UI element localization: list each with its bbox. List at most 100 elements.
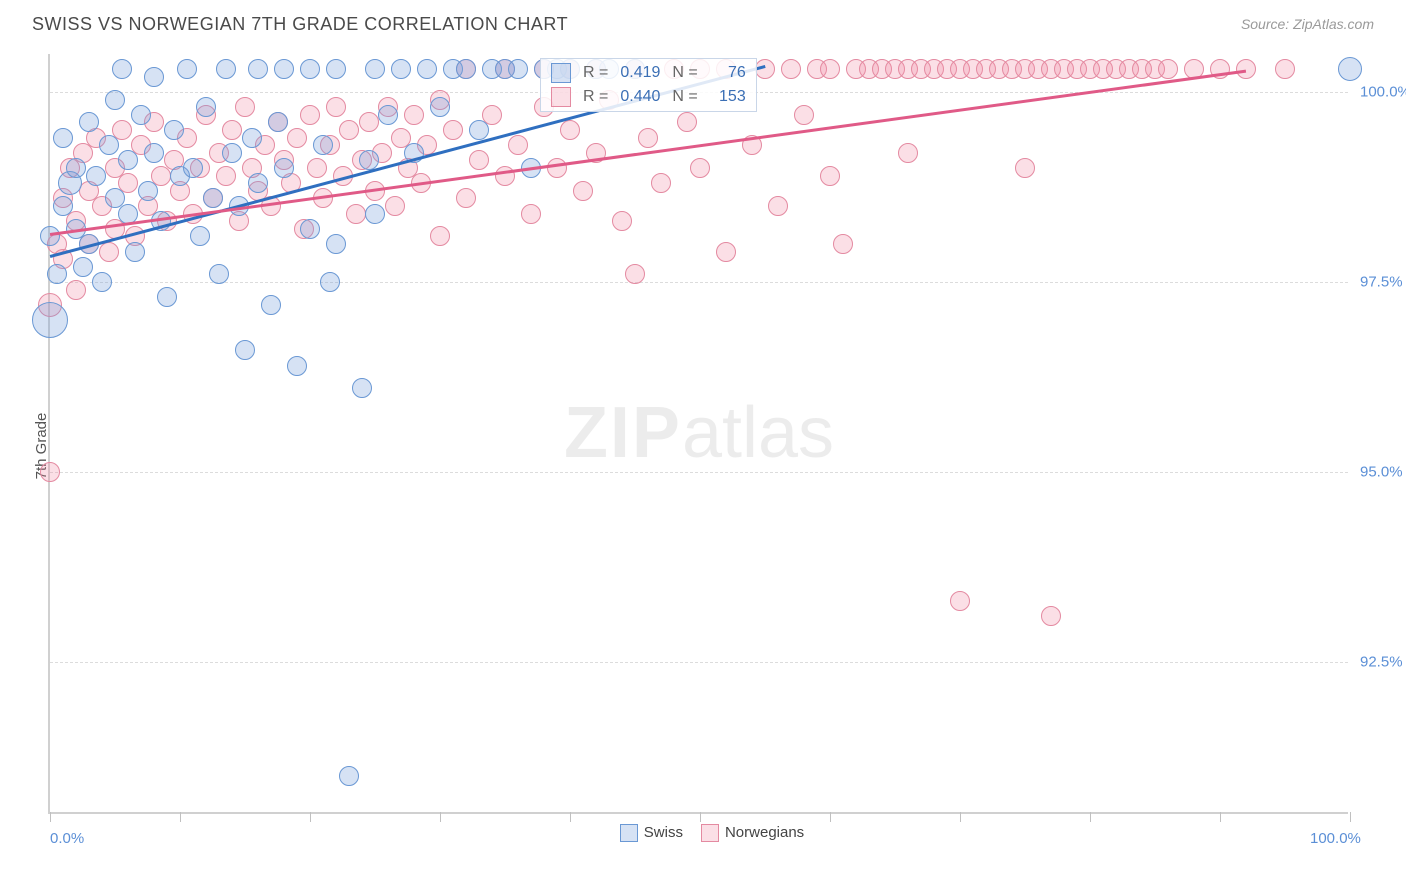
data-point-norwegians — [1275, 59, 1295, 79]
bottom-legend: Swiss Norwegians — [0, 824, 1406, 842]
data-point-swiss — [456, 59, 476, 79]
data-point-norwegians — [690, 158, 710, 178]
data-point-norwegians — [950, 591, 970, 611]
data-point-norwegians — [560, 120, 580, 140]
data-point-norwegians — [339, 120, 359, 140]
data-point-swiss — [131, 105, 151, 125]
data-point-swiss — [177, 59, 197, 79]
data-point-swiss — [365, 59, 385, 79]
data-point-swiss — [469, 120, 489, 140]
data-point-swiss — [138, 181, 158, 201]
data-point-norwegians — [781, 59, 801, 79]
data-point-norwegians — [216, 166, 236, 186]
data-point-swiss — [79, 112, 99, 132]
data-point-swiss — [268, 112, 288, 132]
data-point-norwegians — [1041, 606, 1061, 626]
data-point-swiss — [365, 204, 385, 224]
data-point-norwegians — [820, 59, 840, 79]
data-point-swiss — [53, 128, 73, 148]
data-point-swiss — [300, 219, 320, 239]
x-tick — [310, 812, 311, 822]
data-point-norwegians — [651, 173, 671, 193]
data-point-swiss — [242, 128, 262, 148]
data-point-norwegians — [638, 128, 658, 148]
data-point-swiss — [378, 105, 398, 125]
data-point-norwegians — [1158, 59, 1178, 79]
data-point-swiss — [313, 135, 333, 155]
data-point-swiss — [222, 143, 242, 163]
x-tick — [700, 812, 701, 822]
data-point-norwegians — [307, 158, 327, 178]
data-point-swiss — [391, 59, 411, 79]
data-point-swiss — [40, 226, 60, 246]
data-point-norwegians — [820, 166, 840, 186]
data-point-norwegians — [833, 234, 853, 254]
data-point-norwegians — [40, 462, 60, 482]
data-point-swiss — [300, 59, 320, 79]
data-point-norwegians — [508, 135, 528, 155]
data-point-norwegians — [1015, 158, 1035, 178]
data-point-norwegians — [385, 196, 405, 216]
x-tick — [50, 812, 51, 822]
data-point-swiss — [99, 135, 119, 155]
data-point-swiss — [261, 295, 281, 315]
data-point-swiss — [105, 90, 125, 110]
data-point-norwegians — [495, 166, 515, 186]
data-point-norwegians — [521, 204, 541, 224]
data-point-swiss — [112, 59, 132, 79]
data-point-swiss — [209, 264, 229, 284]
x-tick — [960, 812, 961, 822]
legend-label-norwegians: Norwegians — [725, 824, 804, 841]
data-point-swiss — [164, 120, 184, 140]
data-point-norwegians — [898, 143, 918, 163]
data-point-norwegians — [346, 204, 366, 224]
data-point-swiss — [508, 59, 528, 79]
data-point-norwegians — [794, 105, 814, 125]
data-point-swiss — [118, 150, 138, 170]
data-point-swiss — [190, 226, 210, 246]
data-point-norwegians — [287, 128, 307, 148]
x-tick — [570, 812, 571, 822]
y-tick-label: 97.5% — [1360, 274, 1403, 291]
data-point-norwegians — [716, 242, 736, 262]
x-tick — [830, 812, 831, 822]
data-point-swiss — [216, 59, 236, 79]
scatter-plot-area: ZIPatlas 92.5%95.0%97.5%100.0%0.0%100.0%… — [48, 54, 1348, 814]
y-tick-label: 95.0% — [1360, 464, 1403, 481]
data-point-norwegians — [430, 226, 450, 246]
data-point-swiss — [66, 158, 86, 178]
data-point-swiss — [183, 158, 203, 178]
data-point-norwegians — [456, 188, 476, 208]
data-point-swiss — [1338, 57, 1362, 81]
data-point-swiss — [287, 356, 307, 376]
data-point-swiss — [92, 272, 112, 292]
data-point-swiss — [125, 242, 145, 262]
x-tick — [1350, 812, 1351, 822]
x-tick — [1090, 812, 1091, 822]
data-point-swiss — [274, 158, 294, 178]
data-point-swiss — [274, 59, 294, 79]
data-point-norwegians — [222, 120, 242, 140]
data-point-norwegians — [469, 150, 489, 170]
data-point-norwegians — [677, 112, 697, 132]
x-tick — [1220, 812, 1221, 822]
legend-label-swiss: Swiss — [644, 824, 683, 841]
data-point-swiss — [32, 302, 68, 338]
x-tick — [440, 812, 441, 822]
data-point-norwegians — [625, 264, 645, 284]
data-point-norwegians — [235, 97, 255, 117]
source-label: Source: ZipAtlas.com — [1241, 16, 1374, 32]
data-point-norwegians — [1236, 59, 1256, 79]
data-point-swiss — [144, 67, 164, 87]
data-point-swiss — [248, 173, 268, 193]
legend-stats-box: R =0.419N =76R =0.440N =153 — [540, 58, 757, 112]
y-tick-label: 92.5% — [1360, 654, 1403, 671]
data-point-swiss — [86, 166, 106, 186]
chart-title: SWISS VS NORWEGIAN 7TH GRADE CORRELATION… — [32, 14, 568, 34]
data-point-swiss — [144, 143, 164, 163]
data-point-swiss — [196, 97, 216, 117]
gridline — [50, 282, 1348, 283]
data-point-swiss — [430, 97, 450, 117]
data-point-swiss — [47, 264, 67, 284]
data-point-swiss — [417, 59, 437, 79]
